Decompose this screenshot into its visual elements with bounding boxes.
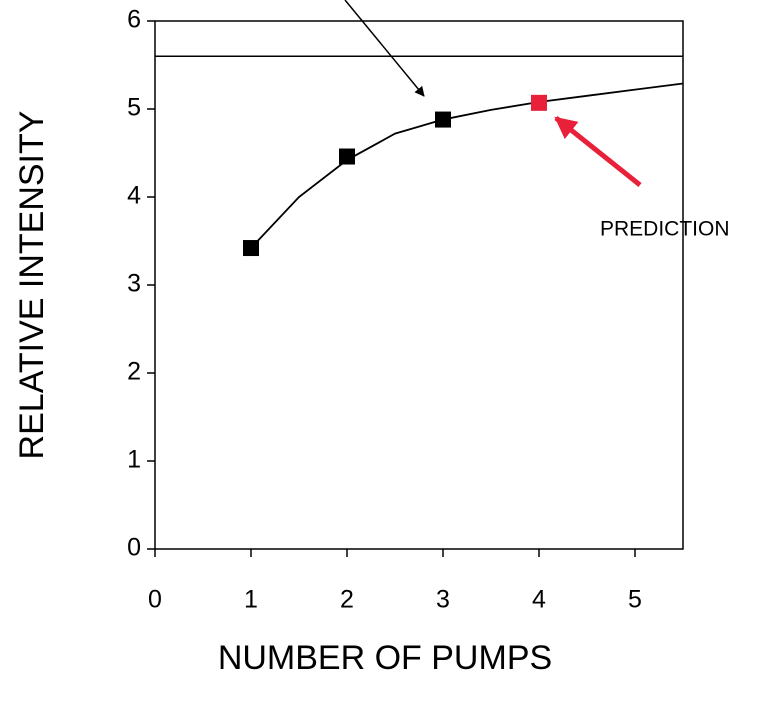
x-tick-label: 5 bbox=[628, 586, 642, 614]
x-tick-label: 0 bbox=[148, 586, 162, 614]
y-tick-label: 5 bbox=[127, 94, 141, 122]
x-axis-title: NUMBER OF PUMPS bbox=[218, 639, 552, 677]
data-point bbox=[531, 94, 547, 111]
y-tick-label: 4 bbox=[127, 182, 141, 210]
y-tick-label: 1 bbox=[127, 446, 141, 474]
data-point bbox=[339, 148, 355, 165]
plot-frame bbox=[154, 20, 684, 550]
data-point bbox=[435, 111, 451, 128]
x-tick-label: 3 bbox=[436, 586, 450, 614]
annotation-arrow bbox=[344, 0, 425, 97]
y-tick-label: 3 bbox=[127, 270, 141, 298]
prediction-arrow bbox=[554, 116, 642, 187]
fit-line bbox=[250, 82, 684, 249]
y-tick-label: 2 bbox=[127, 358, 141, 386]
x-tick-label: 4 bbox=[532, 586, 546, 614]
y-axis-title: RELATIVE INTENSITY bbox=[13, 111, 51, 460]
x-tick-label: 2 bbox=[340, 586, 354, 614]
x-tick-label: 1 bbox=[244, 586, 258, 614]
data-point bbox=[243, 240, 259, 257]
annotation-label: PREDICTION bbox=[600, 218, 730, 241]
y-tick-label: 0 bbox=[127, 534, 141, 562]
y-tick-label: 6 bbox=[127, 6, 141, 34]
